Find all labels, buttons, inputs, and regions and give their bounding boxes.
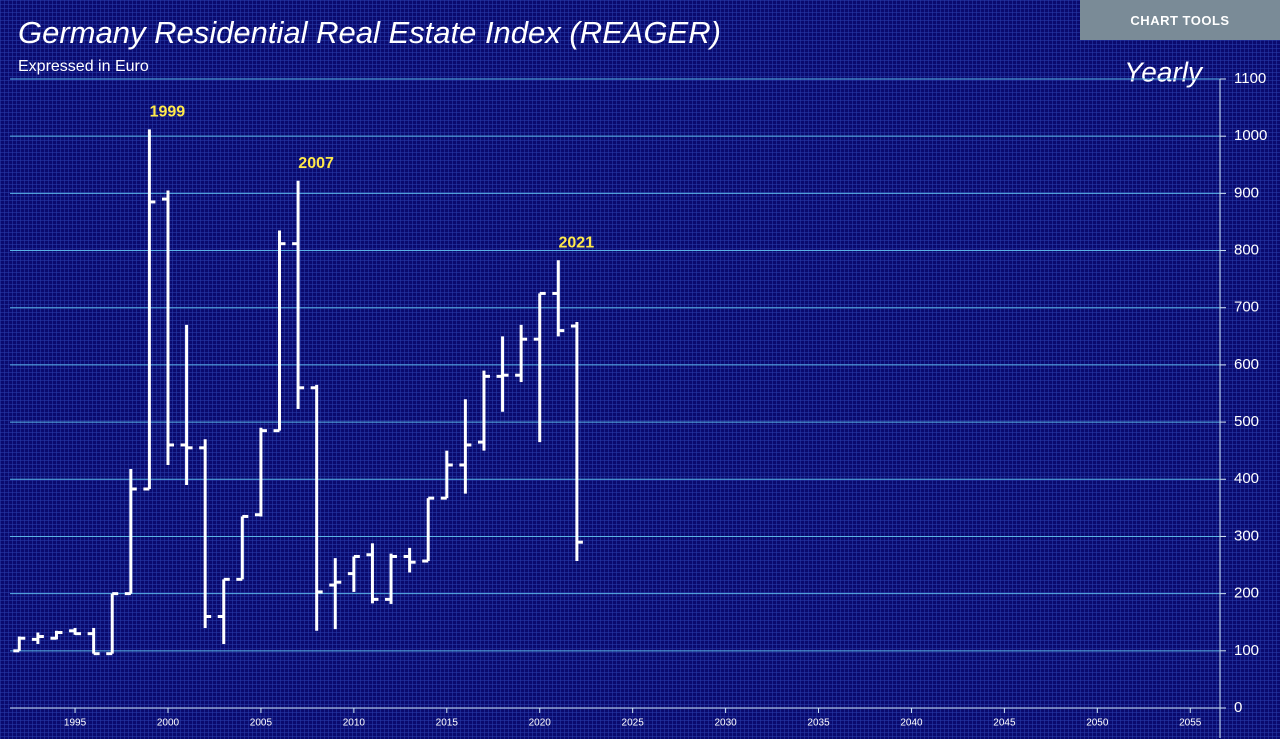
x-tick-label: 2045 [993, 718, 1016, 729]
chart-tools-button[interactable]: CHART TOOLS [1080, 0, 1280, 40]
annotation: 1999 [150, 104, 186, 121]
chart-title: Germany Residential Real Estate Index (R… [18, 15, 721, 50]
x-tick-label: 2015 [436, 718, 459, 729]
x-tick-label: 2050 [1086, 718, 1109, 729]
x-tick-label: 2055 [1179, 718, 1202, 729]
x-tick-label: 2025 [622, 718, 645, 729]
x-tick-label: 2020 [529, 718, 552, 729]
period-label: Yearly [1124, 56, 1204, 87]
y-tick-label: 700 [1234, 299, 1259, 316]
y-tick-label: 900 [1234, 184, 1259, 201]
x-tick-label: 1995 [64, 718, 87, 729]
y-tick-label: 300 [1234, 527, 1259, 544]
x-tick-label: 2005 [250, 718, 273, 729]
x-tick-label: 2040 [900, 718, 923, 729]
y-tick-label: 200 [1234, 585, 1259, 602]
chart-subtitle: Expressed in Euro [18, 58, 149, 75]
x-tick-label: 2010 [343, 718, 366, 729]
annotation: 2021 [559, 234, 595, 251]
y-tick-label: 800 [1234, 242, 1259, 259]
x-tick-label: 2030 [714, 718, 737, 729]
x-tick-label: 2035 [807, 718, 830, 729]
y-tick-label: 100 [1234, 642, 1259, 659]
y-tick-label: 400 [1234, 470, 1259, 487]
y-tick-label: 1100 [1234, 70, 1266, 87]
x-tick-label: 2000 [157, 718, 180, 729]
y-tick-label: 600 [1234, 356, 1259, 373]
y-tick-label: 0 [1234, 699, 1242, 716]
y-tick-label: 1000 [1234, 127, 1267, 144]
y-tick-label: 500 [1234, 413, 1259, 430]
annotation: 2007 [298, 155, 334, 172]
